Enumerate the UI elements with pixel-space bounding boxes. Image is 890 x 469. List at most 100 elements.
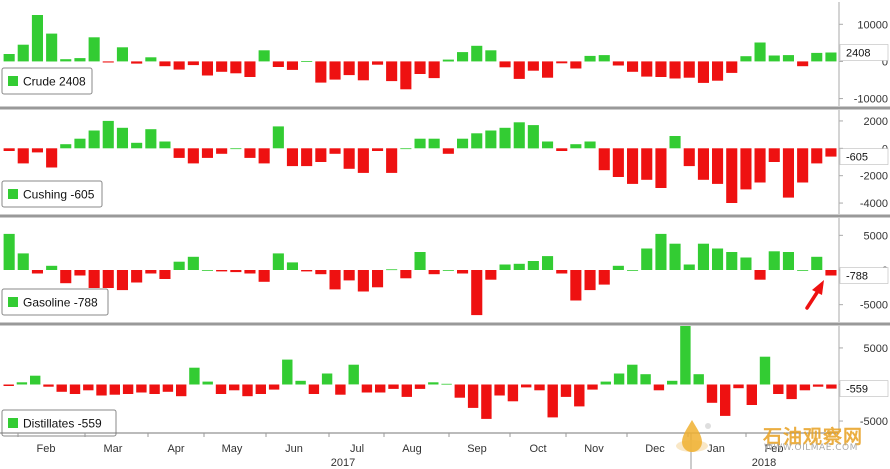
crude-last-value-label: 2408 bbox=[846, 48, 870, 60]
cushing-bar bbox=[230, 148, 242, 150]
distillates-bar bbox=[627, 364, 638, 385]
distillates-bar bbox=[826, 384, 837, 389]
distillates-bar bbox=[96, 384, 107, 396]
x-tick-label: Feb bbox=[37, 443, 56, 455]
distillates-bar bbox=[43, 384, 54, 387]
crude-bar bbox=[797, 61, 809, 67]
cushing-bar bbox=[88, 130, 100, 149]
crude-bar bbox=[301, 61, 313, 62]
crude-bar bbox=[329, 61, 341, 80]
crude-bar bbox=[187, 61, 199, 66]
crude-bar bbox=[542, 61, 554, 78]
gasoline-bar bbox=[485, 270, 497, 280]
gasoline-bar bbox=[683, 264, 695, 270]
crude-bar bbox=[683, 61, 695, 78]
gasoline-last-value-box bbox=[839, 267, 889, 284]
crude-bar bbox=[442, 59, 454, 62]
cushing-y-tick-label: -2000 bbox=[860, 171, 888, 183]
distillates-bar bbox=[282, 359, 293, 385]
gasoline-bar bbox=[669, 243, 681, 270]
distillates-bar bbox=[587, 384, 598, 390]
x-tick-label: May bbox=[222, 443, 243, 455]
distillates-bar bbox=[295, 380, 306, 385]
crude-bar bbox=[768, 55, 780, 62]
distillates-bar bbox=[375, 384, 386, 393]
gasoline-bar bbox=[386, 269, 398, 271]
crude-bar bbox=[513, 61, 525, 79]
distillates-bar bbox=[799, 384, 811, 391]
cushing-bar bbox=[697, 148, 709, 180]
cushing-bar bbox=[556, 148, 568, 151]
distillates-legend-swatch bbox=[8, 418, 18, 428]
gasoline-bar bbox=[102, 270, 114, 288]
distillates-bar bbox=[122, 384, 134, 394]
cushing-bar bbox=[782, 148, 794, 198]
cushing-bar bbox=[46, 148, 58, 168]
distillates-bar bbox=[388, 384, 399, 389]
x-tick-label: Sep bbox=[467, 443, 487, 455]
gasoline-bar bbox=[442, 270, 454, 271]
gasoline-bar bbox=[230, 270, 242, 273]
watermark-text: 石油观察网 bbox=[763, 426, 864, 448]
distillates-bar bbox=[348, 364, 359, 385]
gasoline-bar bbox=[74, 270, 86, 276]
distillates-bar bbox=[454, 384, 465, 398]
cushing-bar bbox=[740, 148, 752, 190]
distillates-bar bbox=[321, 373, 333, 385]
gasoline-bar bbox=[116, 270, 128, 291]
distillates-bar bbox=[613, 373, 625, 385]
gasoline-bar bbox=[570, 270, 582, 301]
crude-bar bbox=[712, 61, 724, 81]
gasoline-bar bbox=[542, 256, 554, 270]
watermark-url: WWW.OILMAE.COM bbox=[764, 443, 858, 453]
cushing-bar bbox=[258, 148, 270, 164]
cushing-bar bbox=[386, 148, 398, 173]
crude-y-tick-label: 10000 bbox=[857, 19, 888, 31]
crude-legend-box bbox=[1, 67, 93, 95]
gasoline-bar bbox=[527, 261, 539, 270]
distillates-bar bbox=[149, 384, 160, 394]
distillates-bar bbox=[720, 384, 731, 416]
cushing-bar bbox=[612, 148, 624, 177]
watermark: 石油观察网 WWW.OILMAE.COM bbox=[668, 408, 890, 458]
cushing-bar bbox=[357, 148, 369, 173]
crude-bar bbox=[400, 61, 412, 90]
distillates-bar bbox=[56, 384, 67, 392]
distillates-y-tick-label: 5000 bbox=[864, 343, 888, 355]
crude-bar bbox=[584, 55, 596, 62]
distillates-bar bbox=[268, 384, 280, 390]
gasoline-bar bbox=[173, 261, 185, 270]
crude-bar bbox=[386, 61, 398, 82]
gasoline-bar bbox=[726, 252, 738, 270]
gasoline-bar bbox=[301, 270, 313, 272]
crude-bar bbox=[116, 47, 128, 62]
crude-bar bbox=[428, 61, 440, 79]
cushing-bar bbox=[811, 148, 823, 164]
crude-bar bbox=[570, 61, 582, 69]
distillates-bar bbox=[109, 384, 120, 395]
cushing-bar bbox=[116, 127, 128, 149]
cushing-bar bbox=[201, 148, 213, 158]
gasoline-y-tick-label: -5000 bbox=[860, 300, 888, 312]
gasoline-bar bbox=[244, 270, 256, 274]
gasoline-bar bbox=[187, 256, 199, 270]
distillates-bar bbox=[746, 384, 757, 405]
distillates-bar bbox=[189, 367, 200, 385]
gasoline-bar bbox=[513, 263, 525, 270]
gasoline-bar bbox=[159, 270, 171, 279]
distillates-bar bbox=[481, 384, 492, 419]
x-tick-label: Oct bbox=[529, 443, 546, 455]
cushing-legend-label: Cushing -605 bbox=[23, 188, 95, 202]
crude-bar bbox=[3, 54, 15, 62]
crude-bar bbox=[811, 52, 823, 62]
crude-bar bbox=[372, 61, 384, 65]
x-tick-label: Feb bbox=[765, 443, 784, 455]
distillates-bar bbox=[560, 384, 572, 397]
crude-bar bbox=[60, 59, 72, 62]
gasoline-legend-label: Gasoline -788 bbox=[23, 296, 98, 310]
distillates-bar bbox=[786, 384, 797, 400]
distillates-bar bbox=[16, 382, 28, 385]
gasoline-bar bbox=[3, 233, 15, 270]
crude-bar bbox=[173, 61, 185, 70]
distillates-bar bbox=[640, 374, 651, 385]
